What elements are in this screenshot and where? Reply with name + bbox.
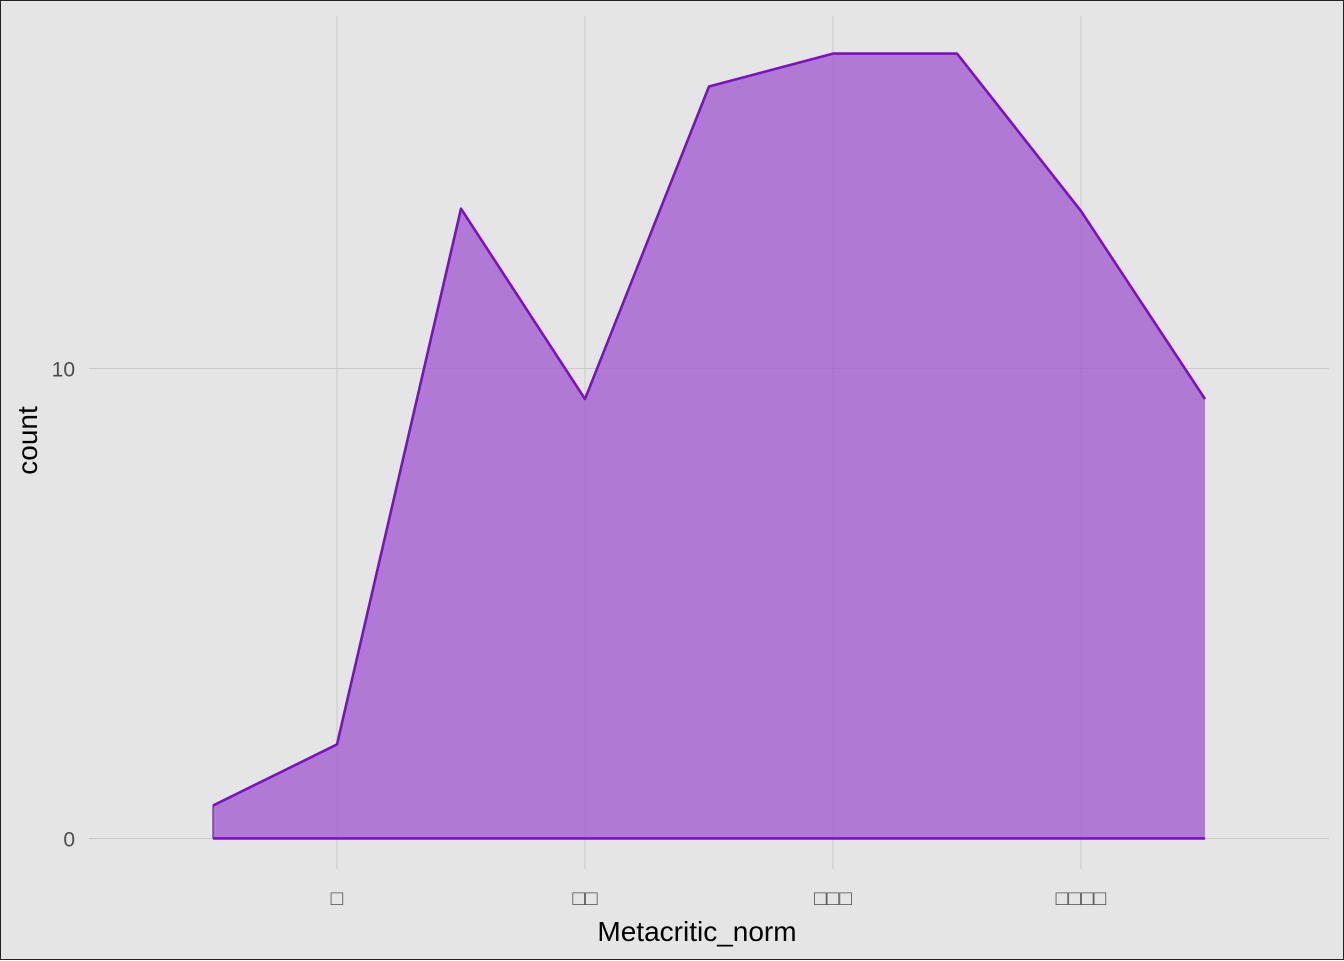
area-series <box>212 52 1207 840</box>
y-tick-label: 10 <box>52 358 75 381</box>
x-tick-label: □□□ <box>814 887 852 910</box>
series-line <box>212 52 1207 807</box>
y-axis-title: count <box>12 406 43 475</box>
x-tick-label: □ <box>331 887 344 910</box>
area-fill <box>213 53 1205 839</box>
x-axis-title: Metacritic_norm <box>597 916 796 947</box>
y-tick-label: 0 <box>63 828 75 851</box>
tick-labels: □ □□ □□□ □□□□010 <box>52 358 1107 910</box>
x-tick-label: □□ <box>572 887 598 910</box>
x-tick-label: □□□□ <box>1056 887 1107 910</box>
